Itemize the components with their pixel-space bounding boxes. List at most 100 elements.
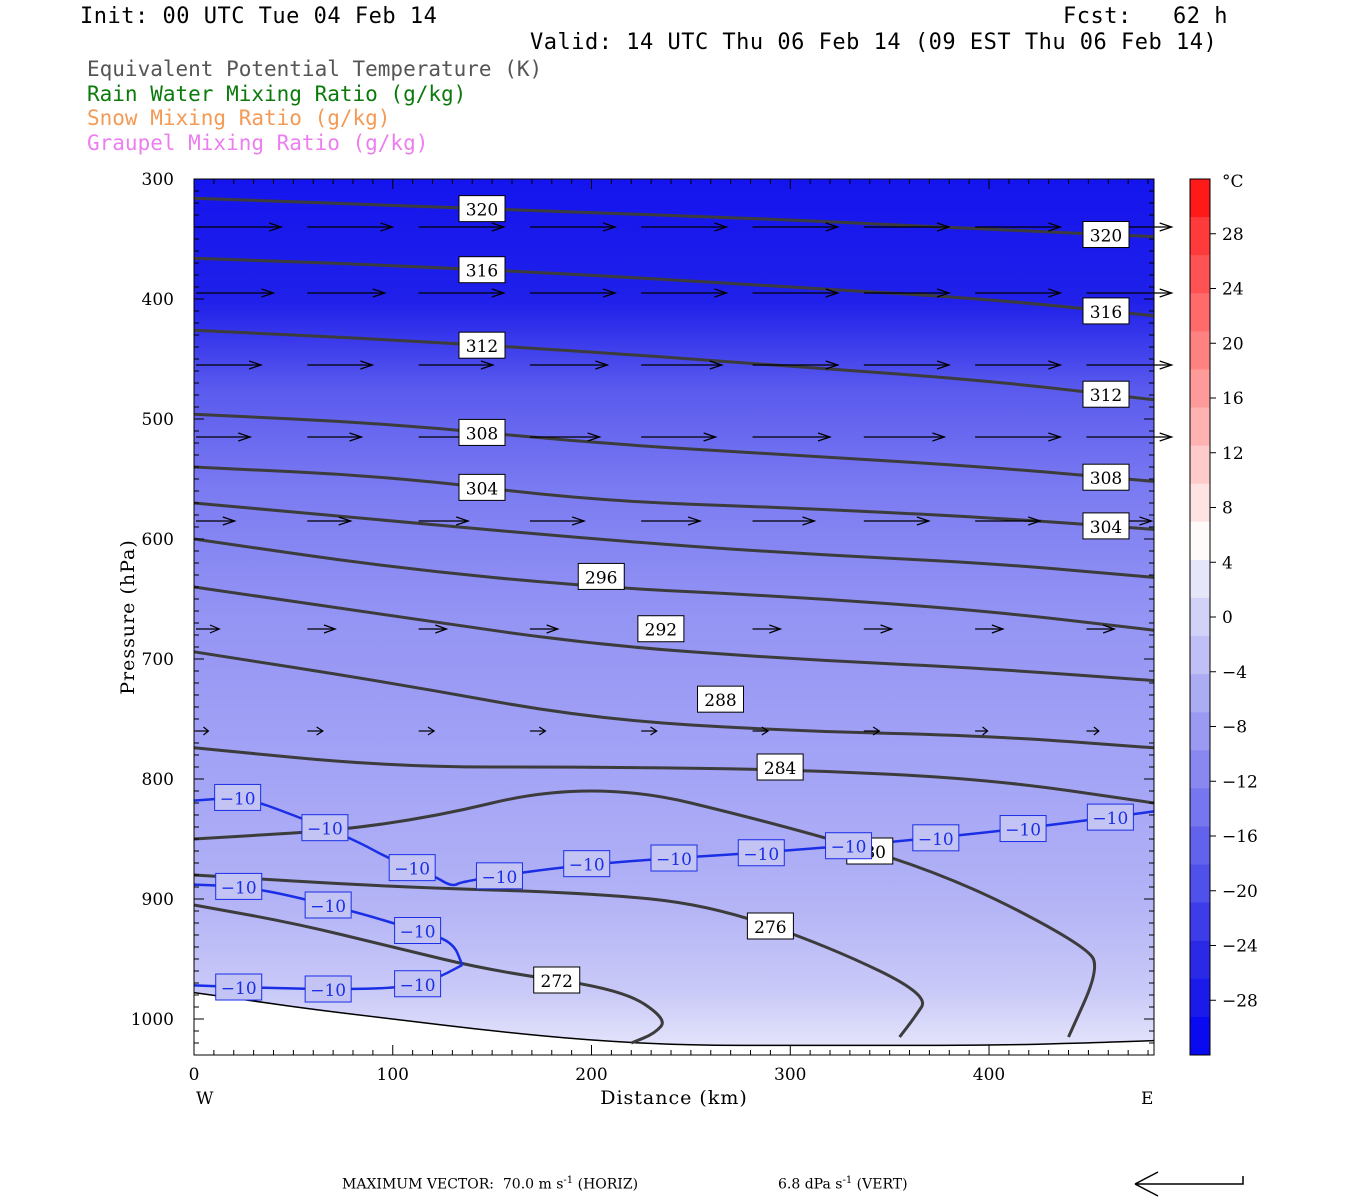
wind-vector-head xyxy=(269,222,284,232)
colorbar-swatch xyxy=(1190,902,1210,942)
x-tick-label: 300 xyxy=(774,1065,806,1085)
wind-vector-head xyxy=(602,222,618,232)
wind-vector-head xyxy=(261,288,276,298)
forecast-hour: Fcst: 62 h xyxy=(1063,4,1228,29)
temperature-label-box xyxy=(825,832,873,860)
theta-e-label: 304 xyxy=(466,479,498,499)
colorbar-swatch xyxy=(1190,217,1210,256)
vert-value-text: 6.8 dPa s xyxy=(778,1176,843,1193)
wind-vector-head xyxy=(602,288,618,298)
x-axis-west-label: W xyxy=(196,1089,214,1109)
theta-e-label-box xyxy=(458,195,506,223)
colorbar-tick-label: −20 xyxy=(1222,882,1258,902)
exponent: -1 xyxy=(563,1175,574,1186)
colorbar-swatch xyxy=(1190,712,1210,751)
theta-e-contour-304 xyxy=(193,465,1155,531)
max-vector-horiz: MAXIMUM VECTOR: 70.0 m s-1 (HORIZ) xyxy=(342,1175,638,1193)
colorbar-swatch xyxy=(1190,826,1210,866)
temperature-label-box xyxy=(304,975,352,1003)
colorbar-swatch xyxy=(1190,750,1210,789)
temperature-label: −10 xyxy=(831,838,867,858)
colorbar-swatch xyxy=(1190,407,1210,447)
temperature-label-box xyxy=(215,872,263,900)
theta-e-label: 304 xyxy=(1090,518,1122,538)
y-tick-label: 600 xyxy=(142,530,174,550)
colorbar-swatch xyxy=(1190,864,1210,904)
legend-graupel: Graupel Mixing Ratio (g/kg) xyxy=(87,131,429,155)
colorbar-tick-label: 20 xyxy=(1222,334,1244,354)
wind-vector-head xyxy=(571,516,587,526)
wind-vector-head xyxy=(427,726,436,736)
x-tick-label: 0 xyxy=(189,1065,200,1085)
wind-vector-head xyxy=(825,288,840,298)
theta-e-label-box xyxy=(458,256,506,284)
wind-vector-head xyxy=(769,624,783,634)
colorbar-tick-label: 24 xyxy=(1222,280,1244,300)
wind-vector-head xyxy=(491,222,506,232)
colorbar-tick-label: −12 xyxy=(1222,772,1258,792)
colorbar-unit: °C xyxy=(1222,172,1244,192)
wind-vector-head xyxy=(936,288,951,298)
wind-vector-head xyxy=(936,360,951,370)
wind-vector-head xyxy=(491,288,506,298)
theta-e-label: 284 xyxy=(764,759,796,779)
wind-vector-head xyxy=(1048,288,1063,298)
temperature-label: −10 xyxy=(221,979,257,999)
temperature-label: −10 xyxy=(482,868,518,888)
theta-e-contour-276 xyxy=(193,873,925,1038)
colorbar-tick-label: 0 xyxy=(1222,608,1233,628)
below-ground-fill xyxy=(194,992,1154,1055)
wind-vector-head xyxy=(650,726,658,736)
temperature-label: −10 xyxy=(310,897,346,917)
theta-e-contour-288 xyxy=(193,650,1155,750)
wind-vector-head xyxy=(709,360,724,370)
temperature-label: −10 xyxy=(1092,809,1128,829)
y-tick-label: 400 xyxy=(142,290,174,310)
colorbar-swatch xyxy=(1190,636,1210,675)
x-axis-title: Distance (km) xyxy=(600,1087,748,1109)
colorbar-tick-label: 4 xyxy=(1222,553,1233,573)
theta-e-contour-272 xyxy=(193,903,664,1045)
temperature-label: −10 xyxy=(220,789,256,809)
y-tick-label: 800 xyxy=(142,770,174,790)
colorbar-swatch xyxy=(1190,940,1210,980)
temperature-label-box xyxy=(301,814,349,842)
colorbar-swatch xyxy=(1190,521,1210,561)
theta-e-contour-284 xyxy=(193,746,1155,805)
wind-vector-head xyxy=(248,360,263,370)
colorbar-tick-label: 28 xyxy=(1222,225,1244,245)
wind-vector-head xyxy=(825,360,840,370)
colorbar-swatch xyxy=(1190,331,1210,370)
wind-vector-head xyxy=(932,432,947,442)
colorbar-swatch xyxy=(1190,559,1210,599)
temperature-label-box xyxy=(215,973,263,1001)
theta-e-label: 308 xyxy=(1090,469,1122,489)
x-tick-label: 200 xyxy=(575,1065,607,1085)
wind-vector-head xyxy=(360,360,375,370)
theta-e-label: 320 xyxy=(466,201,498,221)
wind-vector-head xyxy=(546,624,560,634)
temperature-label: −10 xyxy=(221,878,257,898)
wind-vector-head xyxy=(687,516,703,526)
wind-vector-head xyxy=(203,726,210,736)
wind-vector-head xyxy=(916,516,931,526)
temperature-label-box xyxy=(737,839,785,867)
wind-vector-head xyxy=(238,432,253,442)
temperature-label-box xyxy=(304,891,352,919)
temperature-label-box xyxy=(1086,803,1134,831)
wind-vector-head xyxy=(817,432,832,442)
colorbar-tick-label: −8 xyxy=(1222,718,1247,738)
temperature-label: −10 xyxy=(569,856,605,876)
reference-vector-arrow-icon xyxy=(1134,1171,1244,1197)
wind-vector-head xyxy=(1048,432,1063,442)
wind-vector-head xyxy=(1048,360,1063,370)
wind-vector-head xyxy=(1048,222,1063,232)
theta-e-label-box xyxy=(458,418,506,446)
colorbar-swatch xyxy=(1190,597,1210,637)
colorbar-tick-label: −24 xyxy=(1222,937,1258,957)
exponent: -1 xyxy=(842,1175,853,1186)
theta-e-label: 316 xyxy=(466,262,498,282)
x-tick-label: 400 xyxy=(973,1065,1005,1085)
wind-vector-head xyxy=(802,516,817,526)
wind-vector-head xyxy=(1159,222,1174,232)
